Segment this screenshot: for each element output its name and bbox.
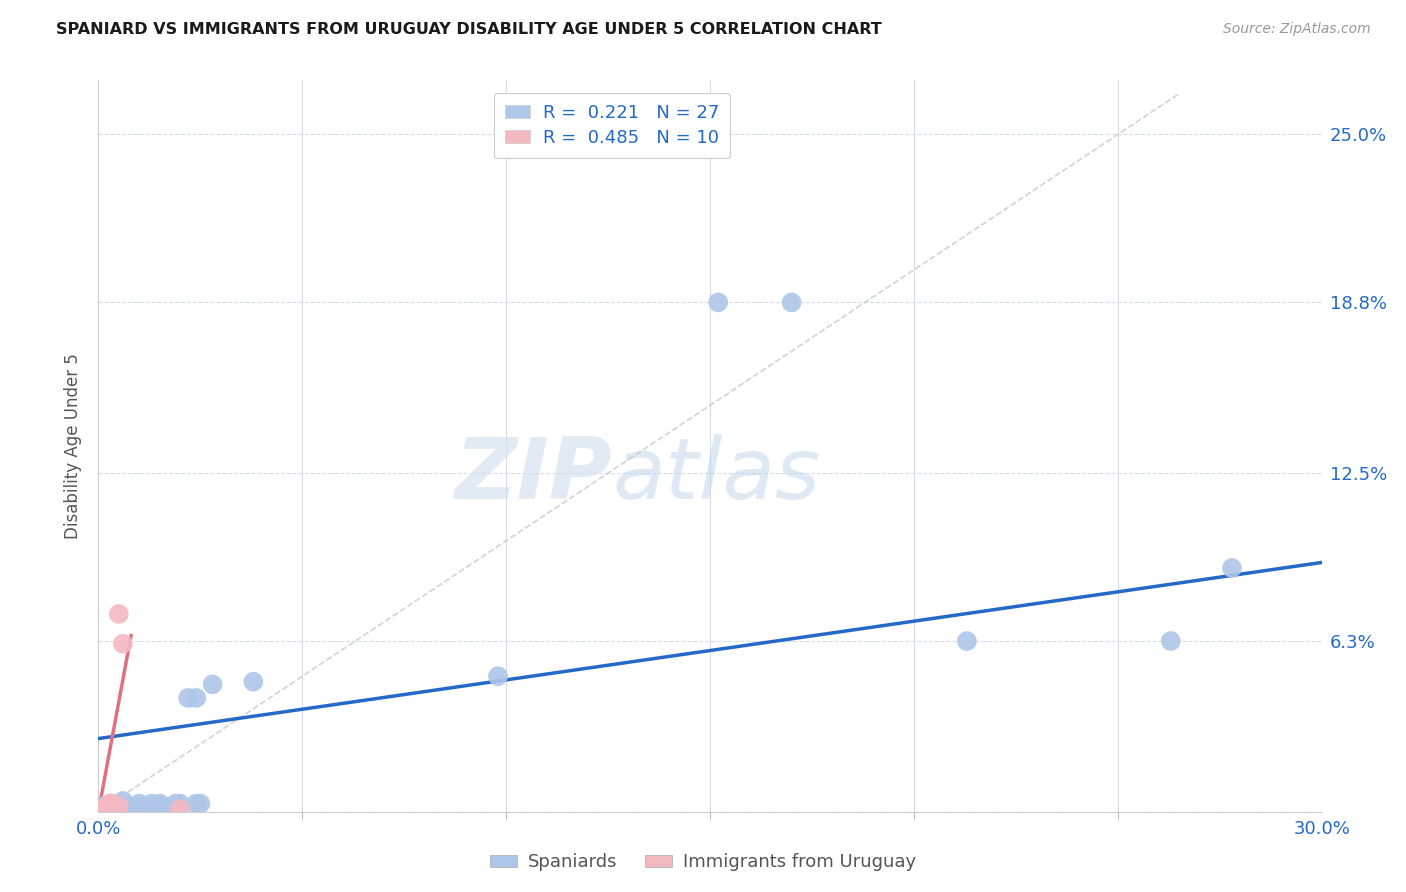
Point — [956, 634, 979, 648]
Point — [186, 797, 208, 811]
Point — [1160, 634, 1182, 648]
Legend: R =  0.221   N = 27, R =  0.485   N = 10: R = 0.221 N = 27, R = 0.485 N = 10 — [494, 93, 730, 158]
Point — [149, 797, 172, 811]
Point — [104, 802, 127, 816]
Y-axis label: Disability Age Under 5: Disability Age Under 5 — [63, 353, 82, 539]
Point — [128, 797, 150, 811]
Point — [91, 799, 114, 814]
Point — [108, 607, 131, 621]
Point — [160, 799, 183, 814]
Point — [96, 799, 118, 814]
Point — [186, 690, 208, 705]
Point — [111, 637, 134, 651]
Text: SPANIARD VS IMMIGRANTS FROM URUGUAY DISABILITY AGE UNDER 5 CORRELATION CHART: SPANIARD VS IMMIGRANTS FROM URUGUAY DISA… — [56, 22, 882, 37]
Point — [1220, 561, 1243, 575]
Point — [242, 674, 264, 689]
Point — [177, 690, 200, 705]
Text: Source: ZipAtlas.com: Source: ZipAtlas.com — [1223, 22, 1371, 37]
Text: ZIP: ZIP — [454, 434, 612, 516]
Point — [100, 797, 122, 811]
Point — [91, 802, 114, 816]
Point — [111, 794, 134, 808]
Point — [96, 802, 118, 816]
Point — [115, 799, 138, 814]
Point — [120, 799, 142, 814]
Point — [169, 797, 191, 811]
Point — [100, 802, 122, 816]
Point — [188, 797, 212, 811]
Point — [96, 802, 118, 816]
Point — [141, 797, 163, 811]
Point — [108, 799, 131, 814]
Point — [165, 797, 187, 811]
Point — [100, 797, 122, 811]
Point — [100, 797, 122, 811]
Text: atlas: atlas — [612, 434, 820, 516]
Legend: Spaniards, Immigrants from Uruguay: Spaniards, Immigrants from Uruguay — [484, 847, 922, 879]
Point — [169, 802, 191, 816]
Point — [780, 295, 803, 310]
Point — [201, 677, 224, 691]
Point — [132, 799, 155, 814]
Point — [104, 802, 127, 816]
Point — [486, 669, 509, 683]
Point — [108, 799, 131, 814]
Point — [152, 799, 174, 814]
Point — [707, 295, 730, 310]
